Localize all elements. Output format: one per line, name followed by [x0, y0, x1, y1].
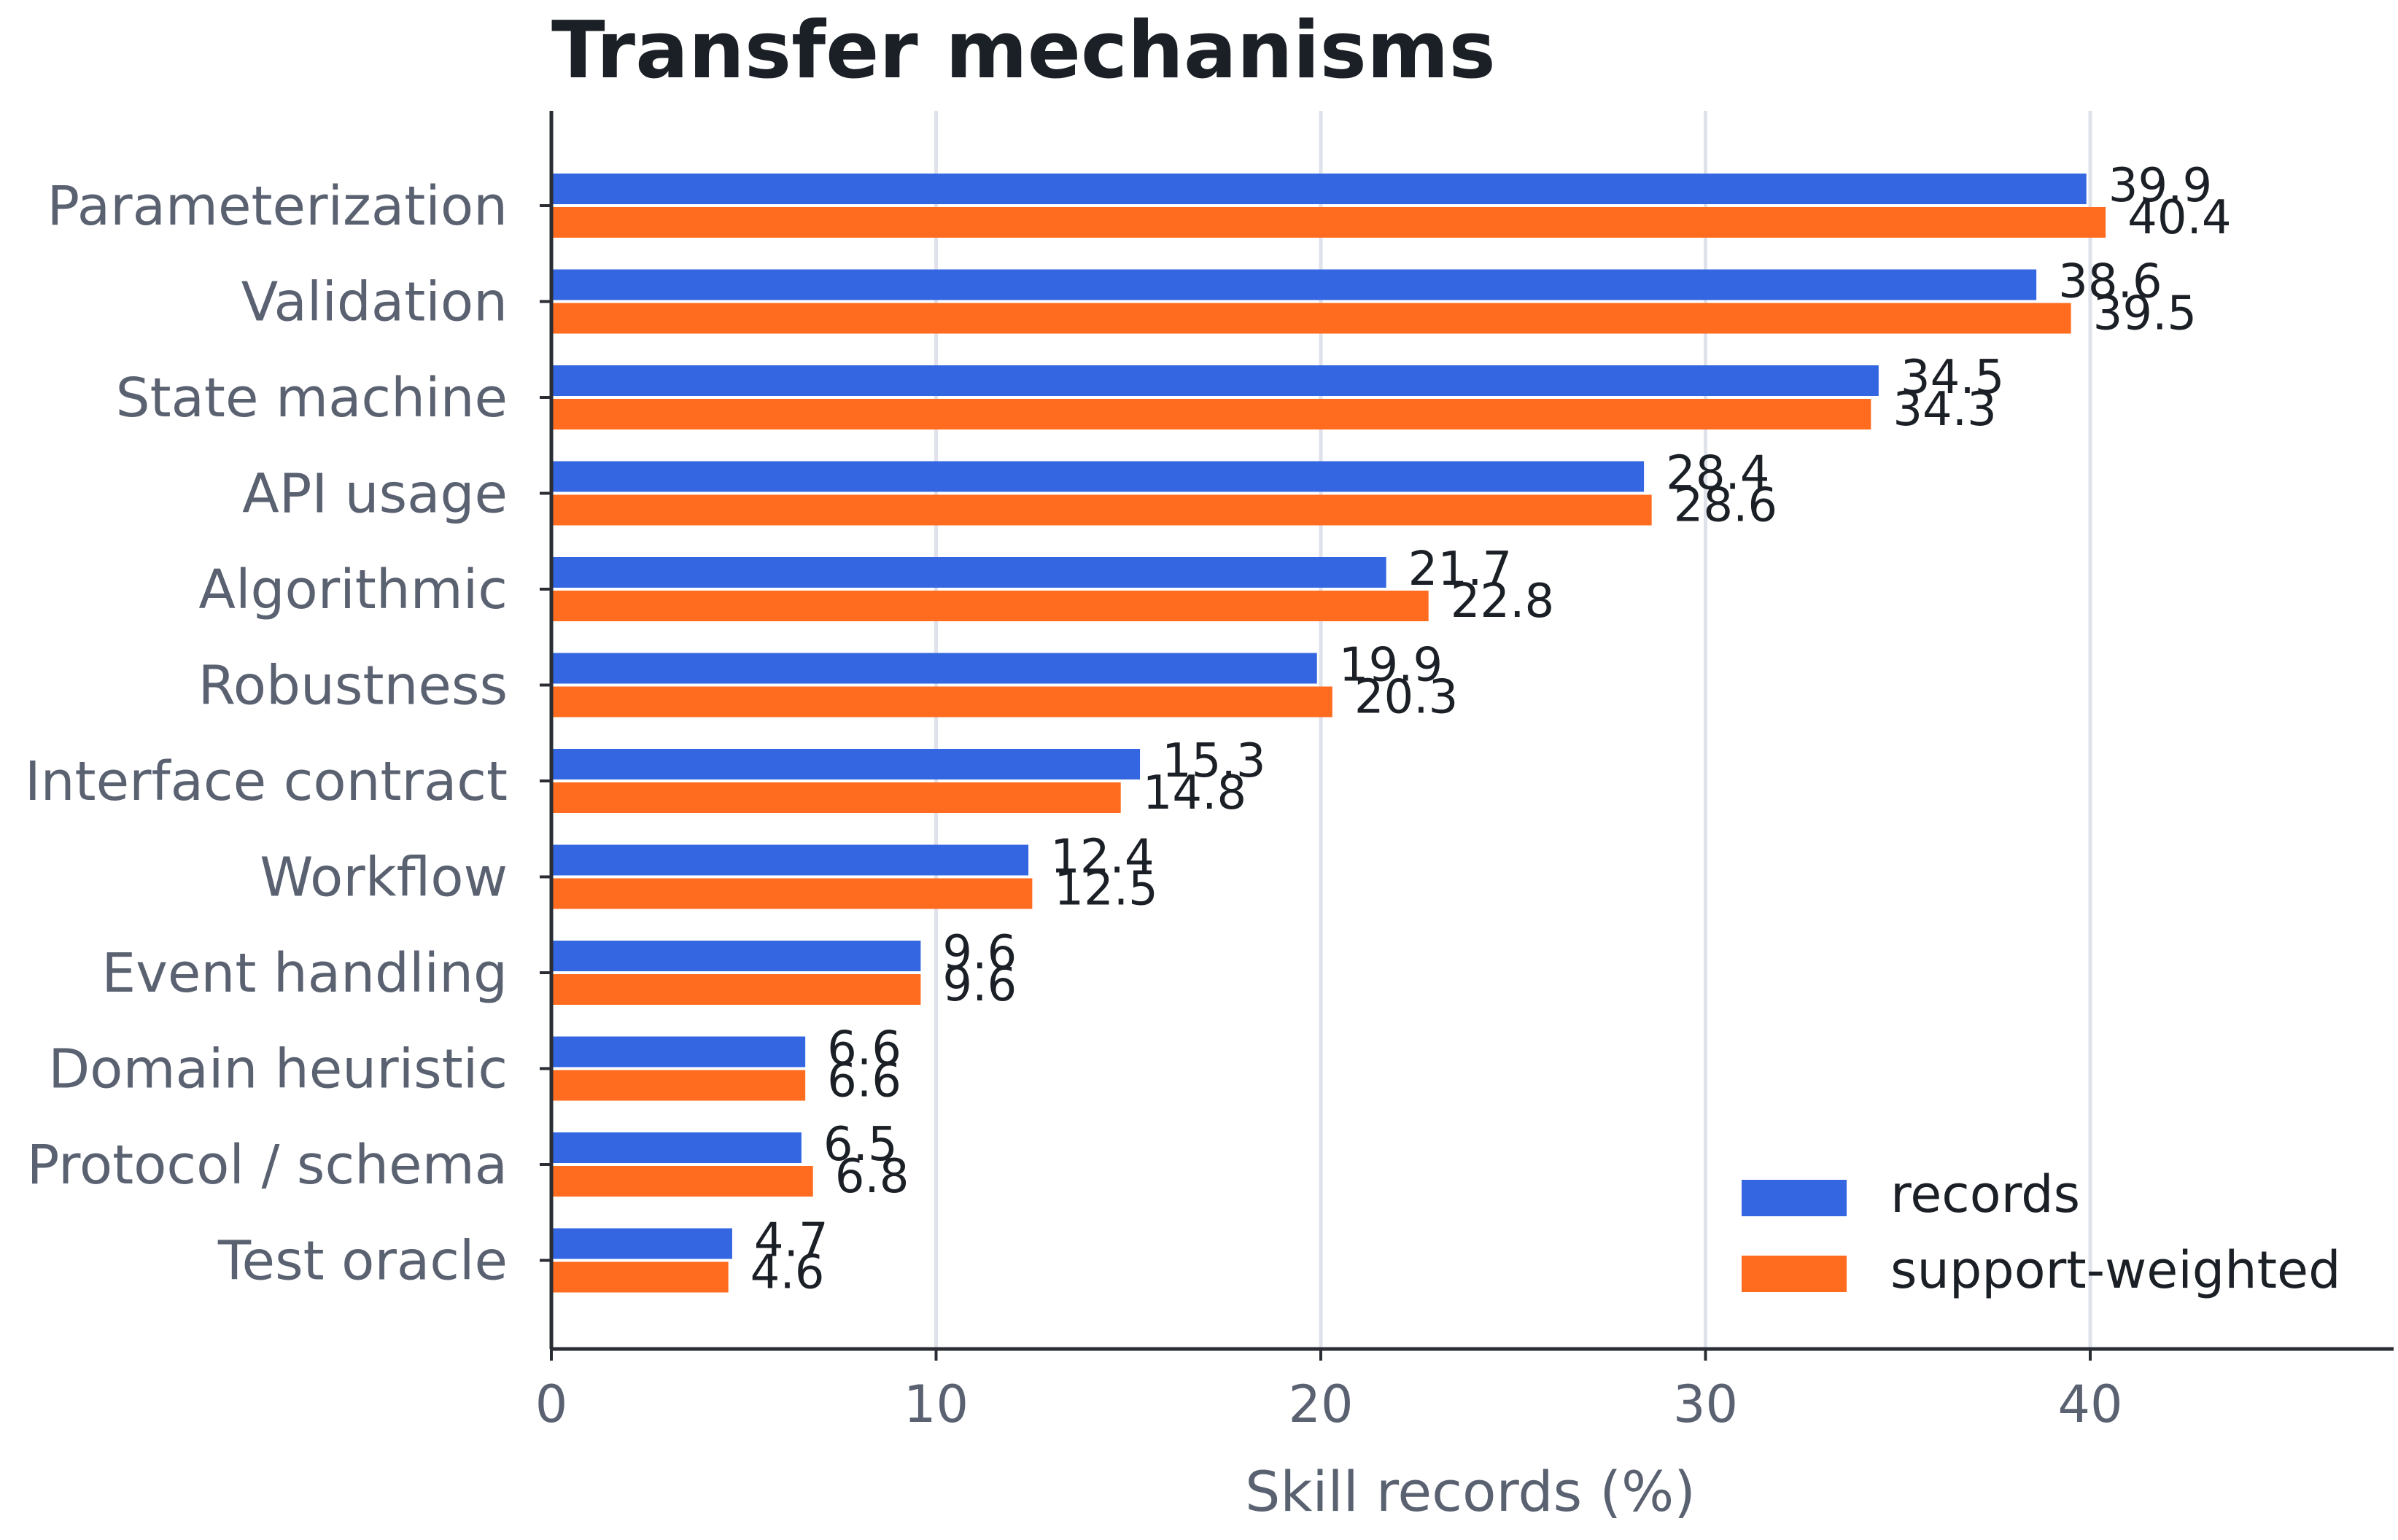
legend-swatch — [1742, 1180, 1847, 1216]
data-label: 39.9 — [2108, 159, 2213, 213]
bar-support-weighted — [551, 1070, 806, 1101]
data-label: 34.3 — [1893, 383, 1997, 437]
category-label: API usage — [242, 463, 508, 526]
bar-records — [551, 941, 921, 971]
category-label: Parameterization — [47, 175, 508, 238]
data-label: 40.4 — [2127, 191, 2232, 245]
data-label: 9.6 — [942, 958, 1017, 1012]
bars — [551, 174, 2106, 1293]
category-label: Validation — [241, 271, 508, 334]
bar-records — [551, 749, 1141, 779]
bar-support-weighted — [551, 207, 2106, 238]
bar-records — [551, 1132, 802, 1163]
x-tick-label: 20 — [1288, 1374, 1353, 1434]
data-label: 15.3 — [1162, 734, 1266, 788]
x-axis-ticks: 0 10 20 30 40 — [535, 1349, 2123, 1434]
x-axis-title: Skill records (%) — [1245, 1459, 1696, 1524]
category-label: State machine — [116, 367, 508, 429]
data-label: 38.6 — [2058, 255, 2162, 309]
bar-support-weighted — [551, 399, 1871, 429]
legend-swatch — [1742, 1256, 1847, 1292]
bar-records — [551, 653, 1317, 684]
data-label: 28.4 — [1666, 447, 1770, 501]
data-label: 4.6 — [750, 1246, 825, 1300]
legend: records support-weighted — [1742, 1164, 2341, 1300]
category-label: Test oracle — [217, 1230, 508, 1293]
y-axis-labels: Parameterization Validation State machine A… — [25, 175, 551, 1293]
bar-records — [551, 1036, 806, 1068]
legend-label: records — [1890, 1164, 2080, 1224]
data-label: 6.6 — [827, 1022, 901, 1076]
category-label: Domain heuristic — [48, 1038, 508, 1101]
bar-support-weighted — [551, 974, 921, 1005]
x-tick-label: 0 — [535, 1374, 568, 1434]
bar-records — [551, 174, 2087, 204]
category-label: Algorithmic — [198, 559, 508, 621]
bar-records — [551, 269, 2037, 300]
bar-support-weighted — [551, 878, 1033, 909]
data-label: 22.8 — [1451, 575, 1555, 629]
bar-records — [551, 461, 1645, 492]
category-label: Robustness — [198, 655, 508, 718]
axes — [549, 111, 2394, 1351]
data-label: 6.6 — [827, 1054, 901, 1108]
bar-support-weighted — [551, 1166, 813, 1197]
data-label: 6.8 — [835, 1150, 909, 1204]
category-label: Event handling — [101, 942, 508, 1005]
data-label: 39.5 — [2093, 287, 2197, 341]
bar-support-weighted — [551, 686, 1332, 718]
legend-label: support-weighted — [1890, 1240, 2341, 1300]
bar-records — [551, 557, 1386, 588]
x-tick-label: 30 — [1673, 1374, 1738, 1434]
data-label: 28.6 — [1674, 479, 1778, 533]
bar-records — [551, 844, 1029, 876]
category-label: Workflow — [260, 847, 508, 909]
data-label: 6.5 — [823, 1118, 898, 1172]
bar-records — [551, 1228, 732, 1259]
data-label: 14.8 — [1143, 766, 1247, 820]
data-label: 21.7 — [1408, 542, 1513, 596]
category-label: Protocol / schema — [27, 1134, 508, 1197]
data-label: 20.3 — [1354, 671, 1459, 725]
bar-support-weighted — [551, 782, 1121, 813]
bar-support-weighted — [551, 1261, 729, 1293]
value-labels: 39.938.634.528.421.719.915.312.49.66.66.… — [750, 159, 2232, 1300]
data-label: 4.7 — [754, 1214, 829, 1268]
bar-support-weighted — [551, 591, 1429, 621]
bar-support-weighted — [551, 494, 1652, 526]
data-label: 12.4 — [1050, 831, 1155, 884]
data-label: 34.5 — [1901, 351, 2005, 405]
x-tick-label: 40 — [2057, 1374, 2122, 1434]
data-label: 12.5 — [1054, 863, 1158, 917]
bar-support-weighted — [551, 303, 2071, 334]
chart-title: Transfer mechanisms — [551, 5, 1496, 96]
x-tick-label: 10 — [904, 1374, 969, 1434]
bar-records — [551, 365, 1879, 396]
data-label: 9.6 — [942, 926, 1017, 980]
data-label: 19.9 — [1339, 639, 1443, 693]
category-label: Interface contract — [25, 750, 508, 813]
